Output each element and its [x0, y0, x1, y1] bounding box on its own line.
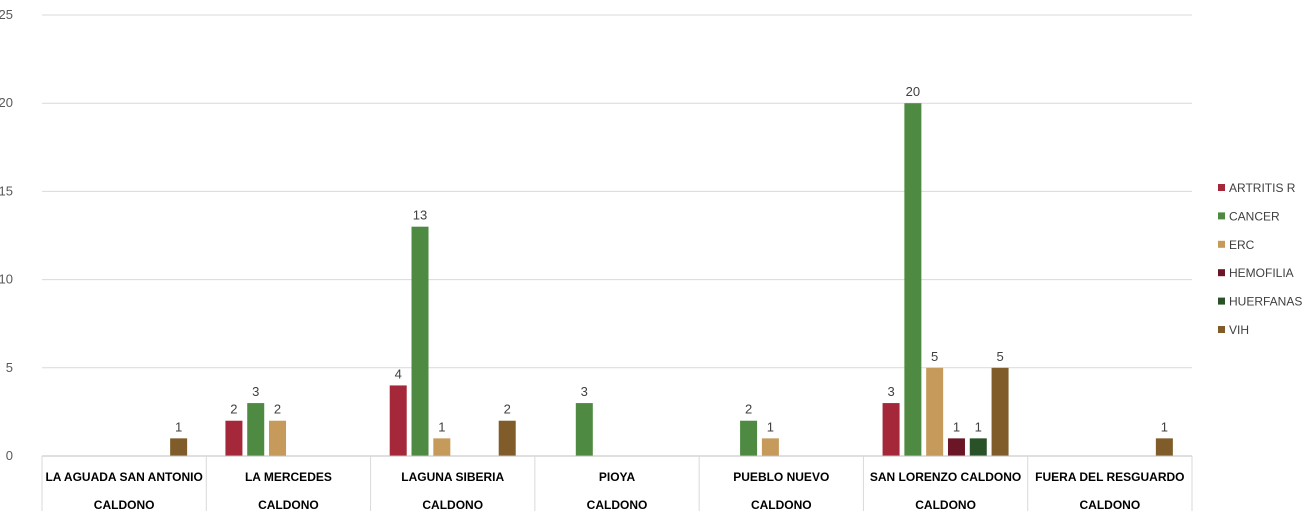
- legend-label: CANCER: [1229, 209, 1280, 223]
- x-category-label: CALDONO: [94, 498, 155, 511]
- x-category-label: CALDONO: [422, 498, 483, 511]
- legend-label: HUERFANAS: [1229, 295, 1302, 309]
- data-label: 2: [274, 402, 281, 417]
- x-category-label: PIOYA: [599, 470, 636, 484]
- legend-swatch: [1218, 297, 1225, 305]
- bar-cancer: [247, 403, 265, 456]
- gridlines: [42, 14, 1192, 369]
- bar-erc: [926, 367, 944, 456]
- data-label: 1: [953, 419, 960, 434]
- bar-cancer: [411, 226, 429, 456]
- legend-swatch: [1218, 212, 1225, 220]
- x-category-label: CALDONO: [915, 498, 976, 511]
- bar-cancer: [740, 420, 758, 456]
- bar-cancer: [904, 103, 922, 456]
- data-label: 20: [906, 84, 920, 99]
- x-category-label: CALDONO: [1080, 498, 1141, 511]
- bar-hemofilia: [947, 438, 965, 456]
- data-label: 5: [996, 349, 1003, 364]
- legend-swatch: [1218, 240, 1225, 248]
- x-category-label: PUEBLO NUEVO: [733, 470, 829, 484]
- data-label: 3: [581, 384, 588, 399]
- data-label: 5: [931, 349, 938, 364]
- x-category-label: SAN LORENZO CALDONO: [870, 470, 1021, 484]
- y-tick-label: 20: [0, 95, 13, 110]
- bar-huerfanas: [969, 438, 987, 456]
- data-label: 1: [175, 419, 182, 434]
- bar-erc: [761, 438, 779, 456]
- legend-label: HEMOFILIA: [1229, 266, 1294, 280]
- y-tick-label: 25: [0, 7, 13, 22]
- bar-vih: [170, 438, 188, 456]
- data-label: 1: [438, 419, 445, 434]
- legend-label: ARTRITIS R: [1229, 181, 1296, 195]
- legend-label: VIH: [1229, 323, 1249, 337]
- y-tick-label: 5: [6, 360, 13, 375]
- legend-swatch: [1218, 184, 1225, 191]
- data-label: 2: [230, 402, 237, 417]
- legend-swatch: [1218, 326, 1225, 333]
- x-category-label: LAGUNA SIBERIA: [401, 470, 504, 484]
- data-label: 1: [975, 419, 982, 434]
- bars: [170, 103, 1173, 456]
- bar-artritis-r: [882, 403, 900, 456]
- data-label: 13: [413, 208, 427, 223]
- legend-swatch: [1218, 269, 1225, 277]
- bar-artritis-r: [225, 420, 243, 456]
- data-label: 1: [767, 419, 774, 434]
- x-category-label: LA AGUADA SAN ANTONIO: [45, 470, 202, 484]
- data-label: 2: [745, 402, 752, 417]
- legend: ARTRITIS R CANCER ERC HEMOFILIA HUERFANAS VIH: [1218, 181, 1302, 337]
- bar-artritis-r: [389, 385, 407, 456]
- x-category-label: LA MERCEDES: [245, 470, 332, 484]
- y-tick-label: 0: [6, 448, 13, 463]
- bar-cancer: [575, 403, 593, 456]
- x-category-label: CALDONO: [751, 498, 812, 511]
- bar-erc: [433, 438, 451, 456]
- bar-erc: [269, 420, 287, 456]
- bar-vih: [1155, 438, 1173, 456]
- bar-vih: [498, 420, 516, 456]
- x-category-label: FUERA DEL RESGUARDO: [1035, 470, 1184, 484]
- data-label: 4: [395, 366, 402, 381]
- legend-label: ERC: [1229, 238, 1255, 252]
- y-tick-label: 15: [0, 183, 13, 198]
- x-category-label: CALDONO: [587, 498, 648, 511]
- data-label: 1: [1161, 419, 1168, 434]
- bar-vih: [991, 367, 1009, 456]
- data-label: 2: [504, 402, 511, 417]
- data-label: 3: [887, 384, 894, 399]
- data-label: 3: [252, 384, 259, 399]
- x-category-label: CALDONO: [258, 498, 319, 511]
- y-tick-label: 10: [0, 272, 13, 287]
